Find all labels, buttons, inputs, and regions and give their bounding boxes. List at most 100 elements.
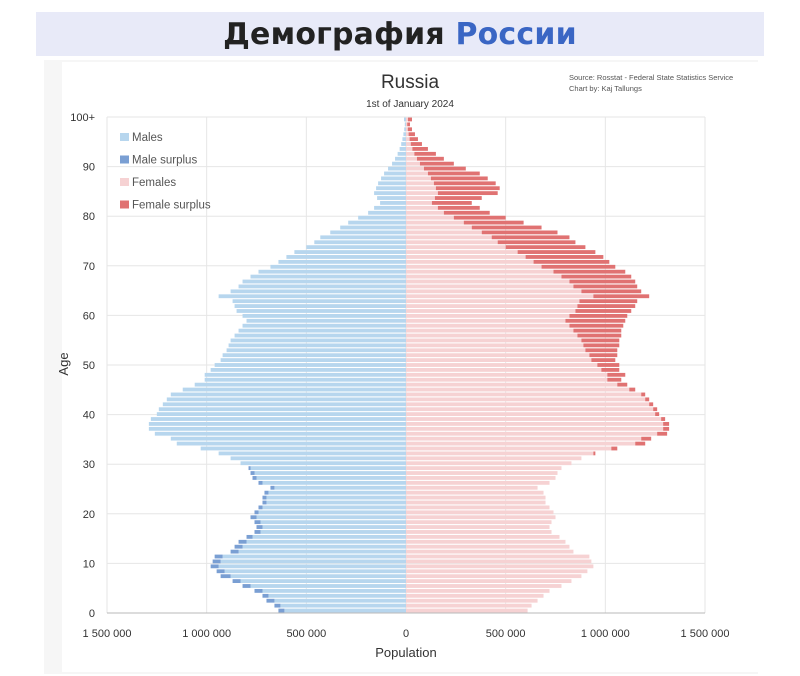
legend-label-female-surplus: Female surplus — [132, 200, 211, 212]
female-bar — [406, 196, 435, 200]
y-tick-label: 10 — [83, 558, 95, 570]
x-tick-label: 1 000 000 — [581, 628, 630, 640]
female-bar — [406, 245, 506, 250]
female-bar — [406, 348, 586, 353]
female-bar — [406, 407, 654, 412]
female-surplus-bar — [497, 240, 576, 245]
female-bar — [406, 230, 482, 235]
page-title: Демография России — [223, 17, 577, 52]
male-bar — [240, 579, 406, 583]
male-bar — [200, 446, 406, 451]
female-surplus-bar — [412, 147, 428, 151]
y-tick-label: 20 — [83, 509, 95, 521]
male-bar — [404, 122, 406, 127]
female-surplus-bar — [617, 382, 628, 387]
female-bar — [406, 235, 492, 240]
male-bar — [368, 210, 406, 215]
female-bar — [406, 436, 642, 441]
male-surplus-bar — [234, 544, 243, 549]
female-surplus-bar — [591, 358, 616, 363]
male-bar — [210, 367, 406, 372]
female-bar — [406, 201, 432, 205]
male-bar — [348, 220, 406, 225]
male-bar — [204, 372, 406, 377]
female-surplus-bar — [443, 210, 490, 215]
male-bar — [320, 235, 406, 240]
male-bar — [284, 608, 406, 613]
axes-layer: 1 500 000 1 000 000 500 000 0 500 000 1 000 0… — [70, 112, 729, 640]
female-bar — [406, 176, 431, 181]
male-bar — [230, 338, 406, 343]
female-bar — [406, 441, 636, 446]
female-surplus-bar — [607, 377, 622, 382]
female-bar — [406, 161, 420, 166]
female-bar — [406, 530, 552, 534]
female-surplus-bar — [463, 220, 524, 225]
female-bar — [406, 240, 498, 245]
female-surplus-bar — [409, 137, 418, 142]
male-surplus-bar — [256, 525, 263, 529]
female-bar — [406, 422, 664, 426]
male-surplus-bar — [254, 520, 261, 525]
male-surplus-bar — [258, 480, 263, 485]
y-tick-label: 60 — [83, 310, 95, 322]
female-surplus-bar — [471, 225, 542, 230]
y-tick-label: 50 — [83, 360, 95, 372]
legend-label-male-surplus: Male surplus — [132, 155, 197, 167]
female-bar — [406, 446, 612, 451]
female-surplus-bar — [653, 407, 658, 412]
male-bar — [377, 196, 406, 200]
male-bar — [242, 323, 406, 328]
female-bar — [406, 515, 556, 520]
female-bar — [406, 363, 598, 367]
legend-label-females: Females — [132, 177, 176, 189]
x-tick-label: 1 000 000 — [182, 628, 231, 640]
male-bar — [270, 264, 406, 269]
female-surplus-bar — [661, 417, 666, 421]
male-bar — [222, 554, 406, 559]
female-bar — [406, 559, 592, 564]
female-bar — [406, 584, 562, 588]
male-bar — [402, 137, 406, 142]
male-bar — [340, 225, 406, 230]
male-bar — [374, 191, 406, 196]
male-surplus-bar — [278, 608, 285, 613]
male-surplus-bar — [264, 490, 269, 495]
female-bar — [406, 544, 570, 549]
male-bar — [242, 544, 406, 549]
female-surplus-bar — [435, 186, 500, 191]
male-bar — [230, 289, 406, 294]
female-bar — [406, 181, 434, 186]
female-bar — [406, 166, 424, 171]
female-surplus-bar — [663, 422, 670, 426]
female-bar — [406, 593, 544, 598]
male-bar — [258, 269, 406, 274]
female-bar — [406, 151, 415, 156]
female-bar — [406, 402, 650, 407]
male-bar — [403, 132, 406, 137]
male-bar — [230, 574, 406, 579]
female-bar — [406, 205, 438, 210]
male-bar — [230, 456, 406, 461]
male-bar — [262, 480, 406, 485]
female-bar — [406, 608, 528, 613]
female-surplus-bar — [408, 132, 415, 137]
male-bar — [204, 377, 406, 382]
legend-label-males: Males — [132, 132, 163, 144]
female-bar — [406, 313, 570, 318]
male-bar — [156, 412, 406, 417]
female-surplus-bar — [541, 264, 616, 269]
female-bar — [406, 603, 532, 608]
female-bar — [406, 539, 566, 544]
female-bar — [406, 259, 534, 264]
male-bar — [148, 426, 407, 431]
male-bar — [262, 588, 406, 593]
female-bar — [406, 485, 538, 490]
male-surplus-bar — [252, 476, 257, 480]
male-bar — [166, 397, 406, 402]
male-bar — [378, 181, 406, 186]
female-surplus-bar — [419, 161, 454, 166]
female-surplus-bar — [433, 181, 496, 186]
female-surplus-bar — [434, 196, 482, 200]
female-surplus-bar — [583, 343, 620, 348]
